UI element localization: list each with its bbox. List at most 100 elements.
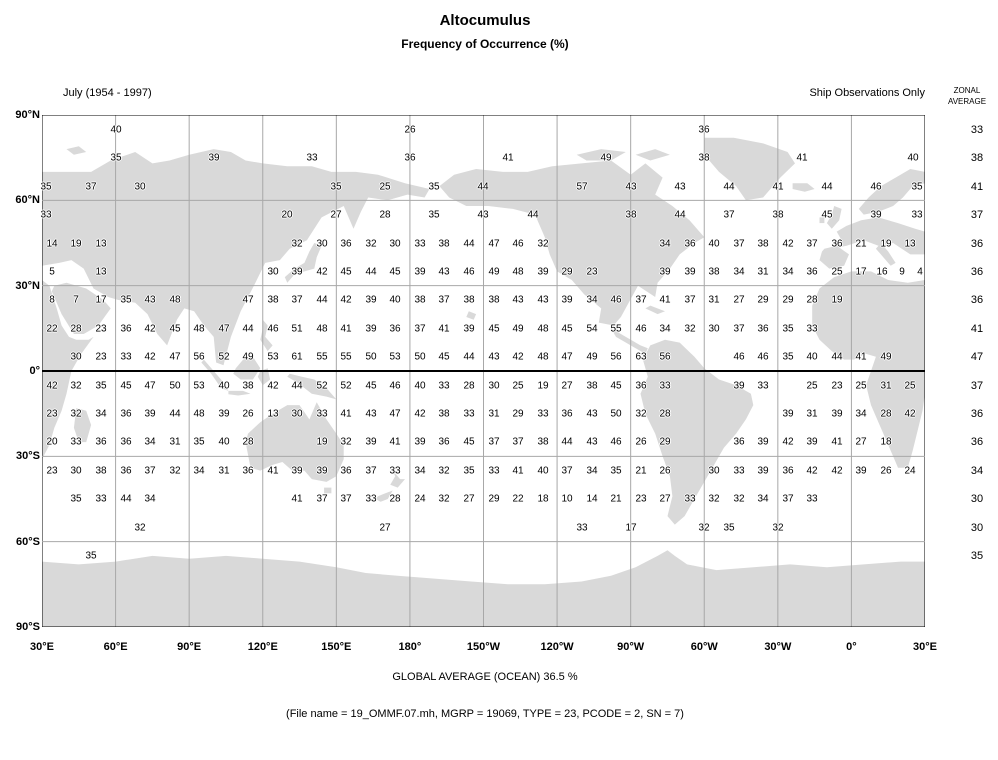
grid-value: 38 xyxy=(438,238,450,250)
grid-value: 32 xyxy=(291,238,303,250)
grid-value: 32 xyxy=(438,465,450,477)
grid-value: 55 xyxy=(610,323,622,335)
grid-value: 37 xyxy=(561,465,573,477)
grid-value: 50 xyxy=(169,380,181,392)
grid-value: 39 xyxy=(218,408,230,420)
longitude-tick-label: 0° xyxy=(846,641,857,653)
grid-value: 32 xyxy=(134,522,146,534)
grid-value: 45 xyxy=(463,436,475,448)
grid-value: 63 xyxy=(635,351,647,363)
grid-value: 44 xyxy=(463,351,475,363)
grid-value: 45 xyxy=(488,323,500,335)
grid-value: 19 xyxy=(537,380,549,392)
grid-value: 34 xyxy=(144,436,156,448)
grid-value: 36 xyxy=(340,238,352,250)
grid-value: 39 xyxy=(659,266,671,278)
grid-value: 42 xyxy=(512,351,524,363)
grid-value: 31 xyxy=(806,408,818,420)
grid-value: 44 xyxy=(674,209,686,221)
grid-value: 30 xyxy=(134,181,146,193)
grid-value: 36 xyxy=(438,436,450,448)
grid-value: 33 xyxy=(95,493,107,505)
grid-value: 37 xyxy=(684,294,696,306)
landmass xyxy=(245,402,344,482)
grid-value: 26 xyxy=(404,124,416,136)
grid-value: 42 xyxy=(782,436,794,448)
landmass xyxy=(228,390,251,396)
grid-value: 43 xyxy=(625,181,637,193)
grid-value: 38 xyxy=(757,238,769,250)
grid-value: 48 xyxy=(193,323,205,335)
grid-value: 36 xyxy=(242,465,254,477)
landmass xyxy=(466,311,477,320)
grid-value: 36 xyxy=(340,465,352,477)
grid-value: 38 xyxy=(772,209,784,221)
longitude-tick-label: 180° xyxy=(398,641,422,653)
landmass xyxy=(51,282,111,334)
grid-value: 45 xyxy=(169,323,181,335)
grid-value: 42 xyxy=(904,408,916,420)
grid-value: 33 xyxy=(365,493,377,505)
zonal-average-value: 41 xyxy=(970,181,984,193)
grid-value: 30 xyxy=(488,380,500,392)
grid-value: 37 xyxy=(414,323,426,335)
grid-value: 28 xyxy=(880,408,892,420)
zonal-average-value: 47 xyxy=(970,351,984,363)
grid-value: 32 xyxy=(684,323,696,335)
grid-value: 38 xyxy=(95,465,107,477)
grid-value: 22 xyxy=(46,323,58,335)
latitude-tick-label: 30°N xyxy=(15,279,40,292)
grid-value: 31 xyxy=(169,436,181,448)
grid-value: 44 xyxy=(169,408,181,420)
grid-value: 48 xyxy=(169,294,181,306)
grid-value: 28 xyxy=(70,323,82,335)
grid-value: 28 xyxy=(379,209,391,221)
source-label: Ship Observations Only xyxy=(809,87,925,99)
grid-value: 45 xyxy=(610,380,622,392)
grid-value: 52 xyxy=(340,380,352,392)
grid-value: 32 xyxy=(70,408,82,420)
grid-value: 35 xyxy=(428,181,440,193)
zonal-average-value: 33 xyxy=(970,124,984,136)
grid-value: 27 xyxy=(379,522,391,534)
grid-value: 36 xyxy=(806,266,818,278)
page-subtitle: Frequency of Occurrence (%) xyxy=(401,37,569,51)
grid-value: 27 xyxy=(659,493,671,505)
latitude-tick-label: 60°S xyxy=(16,535,40,548)
grid-value: 30 xyxy=(708,465,720,477)
landmass xyxy=(819,245,849,269)
grid-value: 46 xyxy=(389,380,401,392)
grid-value: 46 xyxy=(610,294,622,306)
grid-value: 35 xyxy=(782,351,794,363)
grid-value: 45 xyxy=(389,266,401,278)
grid-value: 42 xyxy=(414,408,426,420)
grid-value: 40 xyxy=(218,436,230,448)
grid-value: 39 xyxy=(463,323,475,335)
grid-value: 25 xyxy=(855,380,867,392)
grid-value: 49 xyxy=(242,351,254,363)
grid-value: 44 xyxy=(831,351,843,363)
grid-value: 33 xyxy=(684,493,696,505)
grid-value: 41 xyxy=(855,351,867,363)
grid-value: 36 xyxy=(389,323,401,335)
grid-value: 36 xyxy=(635,380,647,392)
grid-value: 32 xyxy=(733,493,745,505)
grid-value: 50 xyxy=(414,351,426,363)
grid-value: 44 xyxy=(821,181,833,193)
grid-value: 46 xyxy=(610,436,622,448)
grid-value: 30 xyxy=(708,323,720,335)
grid-value: 36 xyxy=(404,152,416,164)
longitude-tick-label: 120°W xyxy=(540,641,574,653)
grid-value: 31 xyxy=(757,266,769,278)
landmass xyxy=(611,328,648,354)
grid-value: 42 xyxy=(144,351,156,363)
landmass xyxy=(201,359,229,391)
longitude-tick-label: 150°W xyxy=(466,641,501,653)
grid-value: 23 xyxy=(46,465,58,477)
grid-value: 34 xyxy=(659,238,671,250)
grid-value: 38 xyxy=(267,294,279,306)
longitude-tick-label: 30°E xyxy=(913,641,937,653)
grid-value: 34 xyxy=(855,408,867,420)
landmass xyxy=(233,356,261,380)
zonal-average-value: 35 xyxy=(970,550,984,562)
